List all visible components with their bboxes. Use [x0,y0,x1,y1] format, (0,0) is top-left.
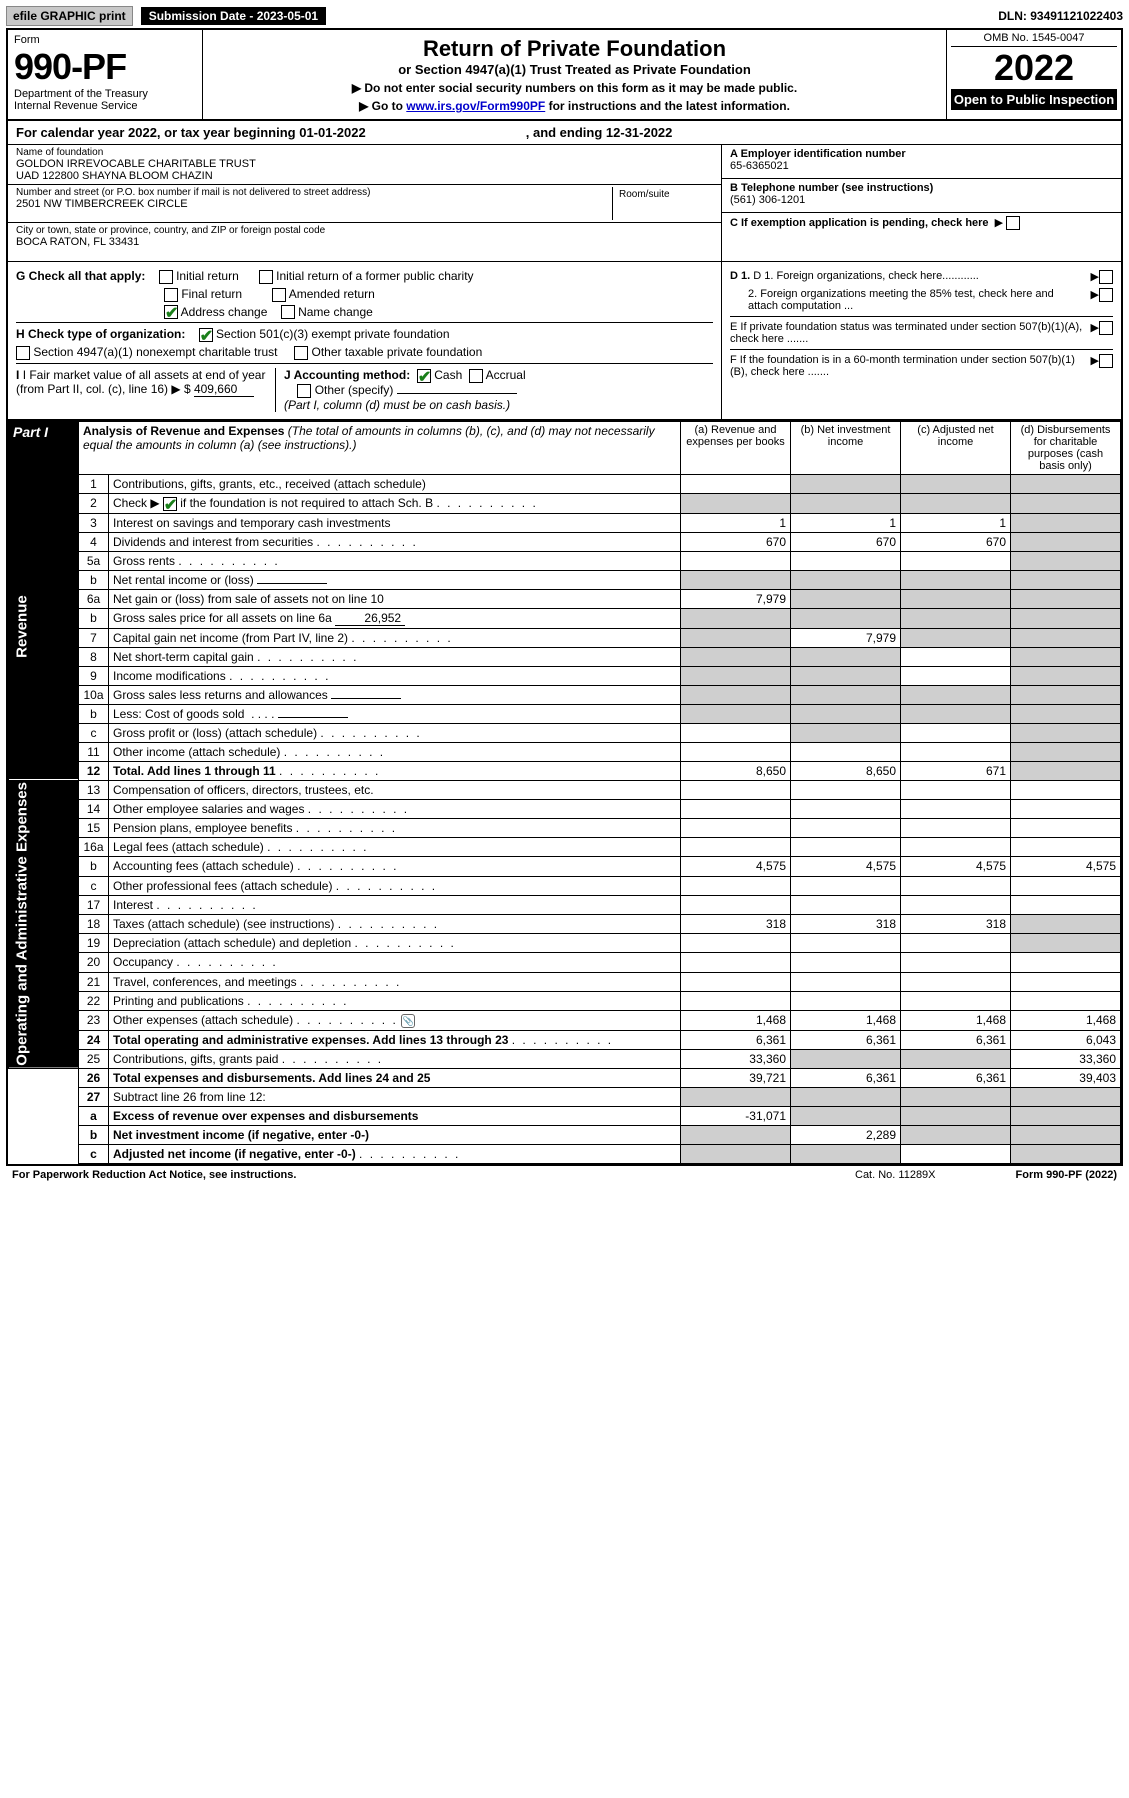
h-501c3-checkbox[interactable] [199,328,213,342]
analysis-table: Part I Analysis of Revenue and Expenses … [8,421,1121,1165]
foundation-name-label: Name of foundation [16,147,713,158]
submission-date-badge: Submission Date - 2023-05-01 [141,7,326,25]
d2-checkbox[interactable] [1099,288,1113,302]
phone-label: B Telephone number (see instructions) [730,182,1113,194]
dept-line-2: Internal Revenue Service [14,100,196,112]
j-label: J Accounting method: [284,368,410,382]
address-label: Number and street (or P.O. box number if… [16,187,612,198]
e-checkbox[interactable] [1099,321,1113,335]
entity-block: Name of foundation GOLDON IRREVOCABLE CH… [8,145,1121,262]
form-subtitle: or Section 4947(a)(1) Trust Treated as P… [213,62,936,77]
room-label: Room/suite [619,189,707,200]
g-label: G Check all that apply: [16,269,145,283]
d1-checkbox[interactable] [1099,270,1113,284]
efile-print-button[interactable]: efile GRAPHIC print [6,6,133,26]
h-4947-checkbox[interactable] [16,346,30,360]
pra-notice: For Paperwork Reduction Act Notice, see … [12,1169,296,1181]
exemption-pending-label: C If exemption application is pending, c… [730,217,989,229]
omb-number: OMB No. 1545-0047 [951,32,1117,47]
expenses-side-label: Operating and Administrative Expenses [9,780,79,1069]
phone-value: (561) 306-1201 [730,194,1113,206]
open-to-public-badge: Open to Public Inspection [951,89,1117,110]
ein-label: A Employer identification number [730,148,1113,160]
col-a-header: (a) Revenue and expenses per books [681,421,791,474]
col-b-header: (b) Net investment income [791,421,901,474]
part1-title: Analysis of Revenue and Expenses [83,424,284,438]
g-initial-return-checkbox[interactable] [159,270,173,284]
instructions-link[interactable]: www.irs.gov/Form990PF [406,99,545,113]
dln-label: DLN: 93491121022403 [998,9,1123,23]
catalog-number: Cat. No. 11289X [855,1169,936,1181]
g-final-return-checkbox[interactable] [164,288,178,302]
form-number: 990-PF [14,46,196,88]
city-value: BOCA RATON, FL 33431 [16,236,713,248]
j-cash-checkbox[interactable] [417,369,431,383]
j-other-checkbox[interactable] [297,384,311,398]
h-label: H Check type of organization: [16,327,185,341]
g-address-change-checkbox[interactable] [164,305,178,319]
page-footer: For Paperwork Reduction Act Notice, see … [6,1166,1123,1184]
i-value: 409,660 [194,382,254,397]
g-name-change-checkbox[interactable] [281,305,295,319]
g-initial-former-checkbox[interactable] [259,270,273,284]
header-note-1: ▶ Do not enter social security numbers o… [213,81,936,95]
form-ref: Form 990-PF (2022) [1016,1169,1117,1181]
city-label: City or town, state or province, country… [16,225,713,236]
top-bar: efile GRAPHIC print Submission Date - 20… [6,6,1123,26]
calendar-year-row: For calendar year 2022, or tax year begi… [8,121,1121,145]
tax-year: 2022 [951,47,1117,89]
header-note-2: ▶ Go to www.irs.gov/Form990PF for instru… [213,99,936,113]
schb-checkbox[interactable] [163,497,177,511]
form-title: Return of Private Foundation [213,36,936,62]
attachment-icon[interactable]: 📎 [401,1014,415,1028]
col-c-header: (c) Adjusted net income [901,421,1011,474]
check-section: G Check all that apply: Initial return I… [8,262,1121,421]
j-accrual-checkbox[interactable] [469,369,483,383]
dept-line-1: Department of the Treasury [14,88,196,100]
exemption-pending-checkbox[interactable] [1006,216,1020,230]
h-other-taxable-checkbox[interactable] [294,346,308,360]
part1-label: Part I [9,421,79,474]
revenue-side-label: Revenue [9,474,79,780]
col-d-header: (d) Disbursements for charitable purpose… [1011,421,1121,474]
g-amended-checkbox[interactable] [272,288,286,302]
j-note: (Part I, column (d) must be on cash basi… [284,398,510,412]
form-header: Form 990-PF Department of the Treasury I… [8,30,1121,121]
f-checkbox[interactable] [1099,354,1113,368]
ein-value: 65-6365021 [730,160,1113,172]
form-word: Form [14,34,196,46]
address-value: 2501 NW TIMBERCREEK CIRCLE [16,198,612,210]
foundation-name-2: UAD 122800 SHAYNA BLOOM CHAZIN [16,170,713,182]
form-container: Form 990-PF Department of the Treasury I… [6,28,1123,1166]
foundation-name-1: GOLDON IRREVOCABLE CHARITABLE TRUST [16,158,713,170]
